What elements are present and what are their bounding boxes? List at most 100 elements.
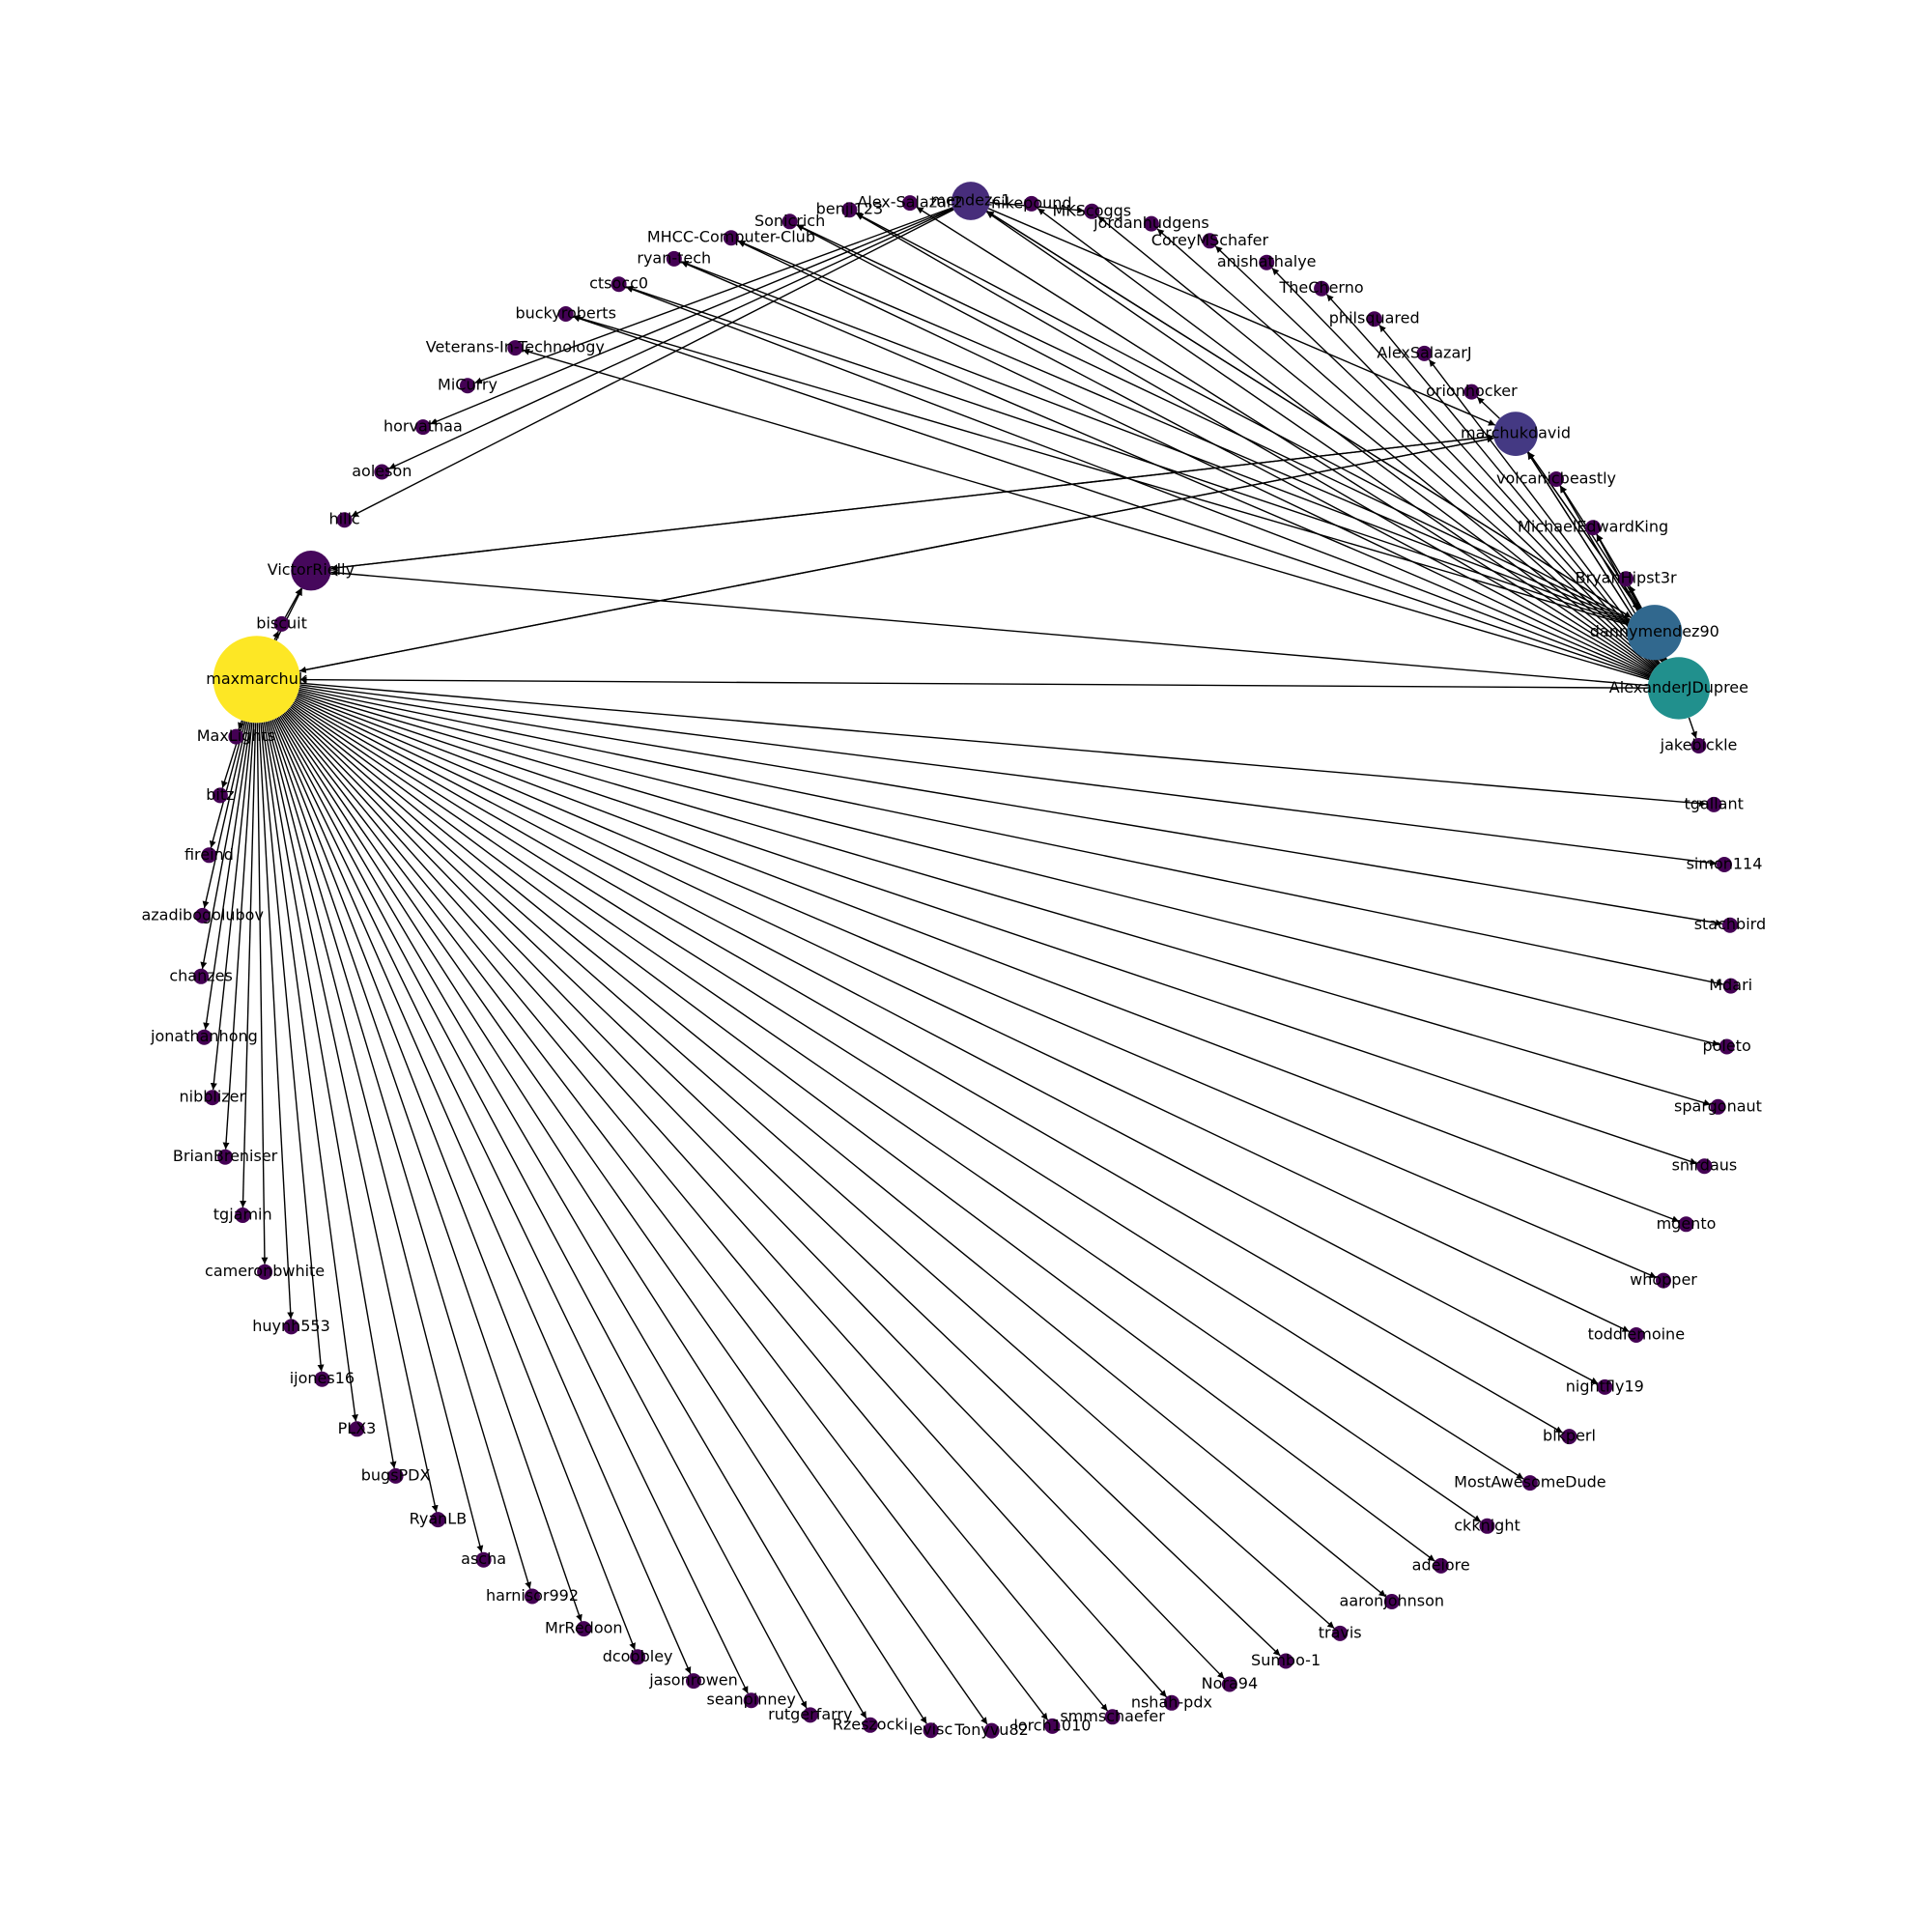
node-label-simon114: simon114 — [1687, 855, 1763, 873]
edge-AlexanderJDupree-to-buckyroberts — [572, 315, 1650, 679]
edge-AlexanderJDupree-to-philsquared — [1378, 324, 1660, 666]
node-label-RyanLB: RyanLB — [410, 1510, 468, 1528]
edge-AlexanderJDupree-to-jakebickle — [1688, 717, 1697, 739]
edge-dannymendez90-to-MHCC-Computer-Club — [738, 240, 1630, 623]
node-nibblizer — [204, 1090, 220, 1106]
node-snirdaus — [1696, 1158, 1713, 1175]
node-label-BrianBreniser: BrianBreniser — [173, 1147, 278, 1165]
node-mendezc1 — [952, 182, 990, 220]
node-simon114 — [1717, 857, 1732, 872]
edge-dannymendez90-to-ctsocc0 — [625, 285, 1629, 625]
node-BryanHipst3r — [1618, 571, 1634, 587]
node-Sumbo-1 — [1278, 1653, 1294, 1669]
edge-maxmarchuk-to-lorch1010 — [282, 713, 1049, 1721]
edge-maxmarchuk-to-stachbird — [298, 686, 1723, 926]
node-Rzeszocki — [862, 1717, 878, 1733]
node-ryan-tech — [666, 250, 682, 267]
node-label-cameronbwhite: cameronbwhite — [205, 1262, 325, 1280]
node-MostAwesomeDude — [1521, 1475, 1538, 1492]
node-aoleson — [374, 464, 390, 480]
node-label-ckknight: ckknight — [1454, 1516, 1520, 1534]
node-biscuit — [273, 615, 290, 632]
edge-dannymendez90-to-MichaelEdwardKing — [1596, 533, 1641, 610]
edge-maxmarchuk-to-chanzes — [200, 722, 250, 970]
node-label-anishathalye: anishathalye — [1217, 252, 1317, 270]
node-label-MaxLights: MaxLights — [197, 726, 275, 745]
edge-maxmarchuk-to-Nora94 — [286, 710, 1225, 1680]
node-tgjamin — [235, 1208, 251, 1223]
node-label-hillc: hillc — [328, 510, 359, 528]
node-ascha — [475, 1551, 492, 1568]
node-layer — [193, 182, 1739, 1739]
edge-maxmarchuk-to-simon114 — [299, 684, 1718, 867]
edge-maxmarchuk-to-smmschaefer — [283, 712, 1109, 1712]
edge-maxmarchuk-to-PLX3 — [261, 722, 358, 1422]
node-label-biscuit: biscuit — [256, 613, 307, 632]
node-rutgerfarry — [802, 1707, 818, 1723]
edge-dannymendez90-to-Sonicrich — [796, 224, 1631, 622]
edge-layer — [200, 202, 1724, 1725]
node-Veterans-In-Technology — [507, 340, 524, 356]
node-anishathalye — [1259, 254, 1275, 270]
node-label-seanpinney: seanpinney — [707, 1690, 796, 1709]
node-label-mgento: mgento — [1657, 1214, 1717, 1233]
node-label-jordanhudgens: jordanhudgens — [1093, 213, 1209, 232]
node-label-VictorRielly: VictorRielly — [268, 560, 355, 579]
edge-dannymendez90-to-benji123 — [856, 213, 1631, 621]
node-label-Alex-Salazar2: Alex-Salazar2 — [857, 193, 962, 212]
node-MaxLights — [228, 728, 244, 745]
node-label-ryan-tech: ryan-tech — [637, 248, 711, 267]
node-label-chanzes: chanzes — [169, 966, 232, 984]
node-label-fireind: fireind — [185, 845, 234, 864]
node-ctsocc0 — [611, 276, 627, 293]
node-label-buckyroberts: buckyroberts — [515, 304, 615, 323]
edge-maxmarchuk-to-jonathanhong — [203, 722, 251, 1030]
node-PLX3 — [349, 1421, 365, 1437]
node-label-huynh553: huynh553 — [252, 1317, 330, 1335]
node-label-orionhocker: orionhocker — [1426, 382, 1518, 400]
node-travis — [1332, 1625, 1349, 1641]
node-label-bitz: bitz — [206, 785, 234, 804]
node-nightfly19 — [1597, 1378, 1613, 1395]
edge-maxmarchuk-to-toddlemoine — [295, 696, 1630, 1333]
node-fireind — [201, 847, 217, 864]
node-azadibogolubov — [194, 907, 211, 923]
edge-maxmarchuk-to-nshah-pdx — [285, 711, 1168, 1698]
edge-maxmarchuk-to-tgallant — [299, 682, 1707, 808]
node-dcobbley — [630, 1649, 646, 1665]
edge-maxmarchuk-to-nightfly19 — [295, 698, 1599, 1384]
node-lorch1010 — [1044, 1718, 1061, 1734]
node-MichaelEdwardKing — [1585, 520, 1602, 536]
edge-mendezc1-to-MiCurry — [474, 207, 953, 384]
edge-dannymendez90-to-ryan-tech — [681, 261, 1630, 624]
node-levisc — [923, 1722, 939, 1739]
node-label-MichaelEdwardKing: MichaelEdwardKing — [1518, 518, 1668, 536]
edge-maxmarchuk-to-ijones16 — [260, 723, 325, 1372]
node-horvathaa — [414, 419, 431, 436]
node-blkperl — [1561, 1429, 1577, 1445]
node-label-maxmarchuk: maxmarchuk — [206, 669, 308, 688]
edge-mendezc1-to-marchukdavid — [987, 208, 1496, 426]
edge-AlexanderJDupree-to-maxmarchuk — [299, 676, 1648, 689]
edge-maxmarchuk-to-Tonyvu82 — [280, 714, 988, 1725]
node-label-nibblizer: nibblizer — [179, 1088, 245, 1106]
node-label-MKScoggs: MKScoggs — [1052, 201, 1131, 219]
node-label-CoreyMSchafer: CoreyMSchafer — [1151, 231, 1269, 249]
edge-maxmarchuk-to-levisc — [279, 715, 927, 1724]
edge-AlexanderJDupree-to-CoreyMSchafer — [1214, 245, 1658, 668]
node-label-Tonyvu82: Tonyvu82 — [953, 1720, 1028, 1739]
node-label-AlexSalazarJ: AlexSalazarJ — [1377, 343, 1471, 361]
edge-AlexanderJDupree-to-MHCC-Computer-Club — [737, 241, 1652, 676]
edge-maxmarchuk-to-harnisor992 — [268, 721, 532, 1590]
node-label-BryanHipst3r: BryanHipst3r — [1576, 569, 1677, 587]
edge-AlexanderJDupree-to-Sonicrich — [796, 224, 1652, 675]
node-jasonrowen — [686, 1673, 701, 1690]
edge-maxmarchuk-to-nibblizer — [210, 723, 253, 1091]
edge-maxmarchuk-to-MrRedoon — [270, 720, 582, 1622]
node-maxmarchuk — [213, 636, 300, 724]
edge-maxmarchuk-to-BrianBreniser — [222, 723, 255, 1150]
edge-maxmarchuk-to-mgento — [297, 694, 1680, 1223]
node-jonathanhong — [196, 1029, 213, 1045]
node-label-Nora94: Nora94 — [1202, 1674, 1259, 1692]
